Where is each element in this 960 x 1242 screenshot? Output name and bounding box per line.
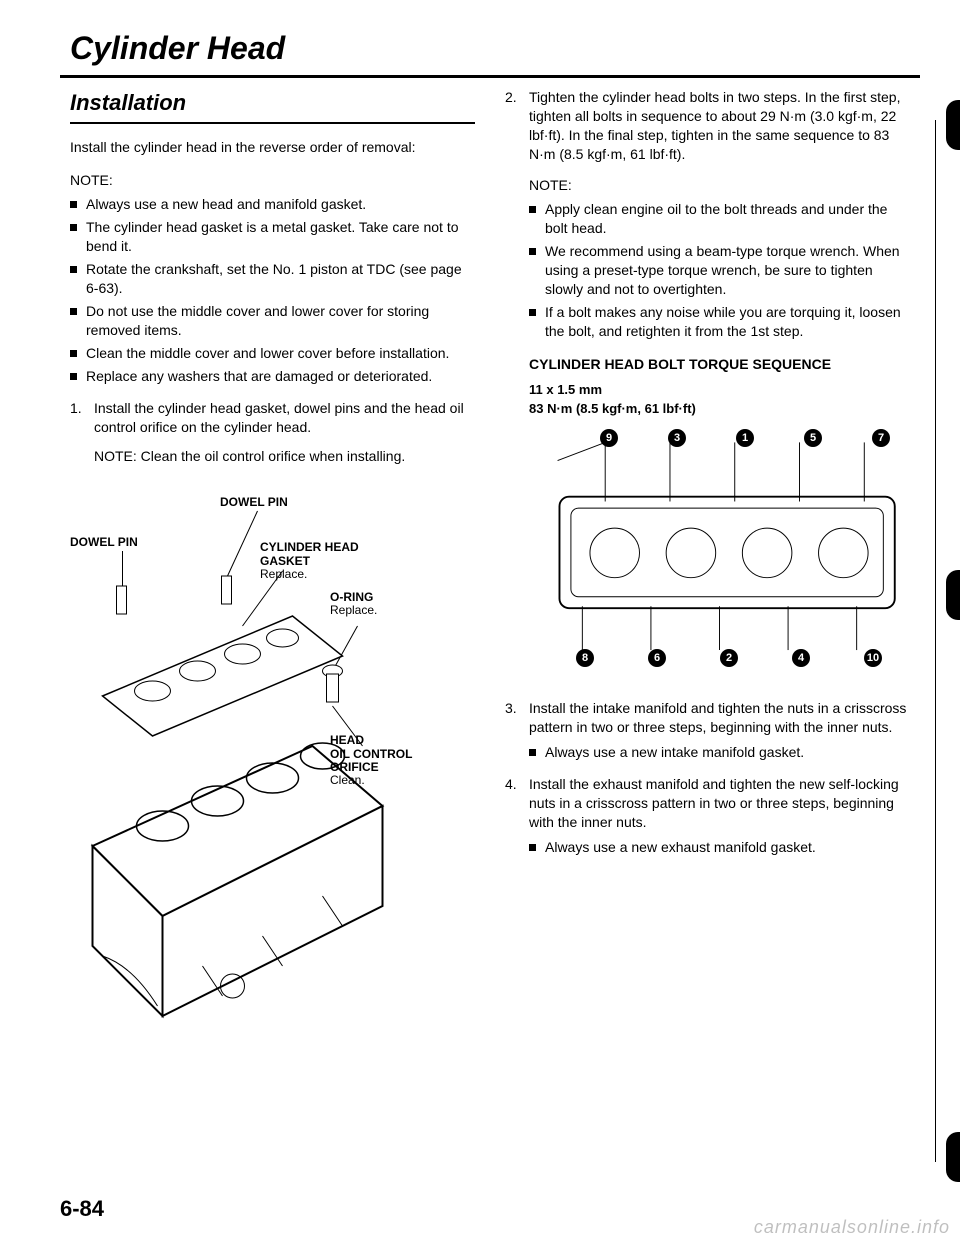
note-item: The cylinder head gasket is a metal gask… [70, 218, 475, 256]
torque-spec-2: 83 N·m (8.5 kgf·m, 61 lbf·ft) [529, 401, 910, 417]
page-number: 6-84 [60, 1196, 104, 1222]
step-1: Install the cylinder head gasket, dowel … [70, 399, 475, 466]
torque-heading: CYLINDER HEAD BOLT TORQUE SEQUENCE [529, 355, 910, 374]
note-label: NOTE: [70, 171, 475, 190]
note-item: Apply clean engine oil to the bolt threa… [529, 200, 910, 238]
bolt-num: 1 [736, 429, 754, 447]
step-2-notes: Apply clean engine oil to the bolt threa… [529, 200, 910, 340]
left-column: Installation Install the cylinder head i… [70, 88, 475, 1036]
bolt-num: 7 [872, 429, 890, 447]
label-gasket-title: CYLINDER HEAD GASKET [260, 540, 359, 567]
bolt-num: 8 [576, 649, 594, 667]
note-list: Always use a new head and manifold gaske… [70, 195, 475, 385]
label-oring: O-RING Replace. [330, 591, 377, 617]
right-margin-line [934, 120, 936, 1162]
step-1-note: NOTE: Clean the oil control orifice when… [94, 447, 475, 466]
step-2: Tighten the cylinder head bolts in two s… [505, 88, 910, 681]
label-orifice: HEAD OIL CONTROL ORIFICE Clean. [330, 721, 412, 800]
step-2-note-label: NOTE: [529, 176, 910, 195]
step-1-note-text: Clean the oil control orifice when insta… [141, 448, 406, 464]
watermark: carmanualsonline.info [754, 1217, 950, 1238]
right-column: Tighten the cylinder head bolts in two s… [505, 88, 910, 1036]
side-tabs [940, 100, 960, 1182]
side-tab-icon [946, 570, 960, 620]
torque-spec-1: 11 x 1.5 mm [529, 382, 910, 398]
step-3: Install the intake manifold and tighten … [505, 699, 910, 762]
exploded-figure: DOWEL PIN DOWEL PIN CYLINDER HEAD GASKET… [70, 496, 475, 1036]
intro-text: Install the cylinder head in the reverse… [70, 138, 475, 157]
step-list-left: Install the cylinder head gasket, dowel … [70, 399, 475, 466]
note-item: Replace any washers that are damaged or … [70, 367, 475, 386]
side-tab-icon [946, 100, 960, 150]
side-tab-icon [946, 1132, 960, 1182]
step-1-text: Install the cylinder head gasket, dowel … [94, 400, 464, 435]
note-item: If a bolt makes any noise while you are … [529, 303, 910, 341]
step-3-notes: Always use a new intake manifold gasket. [529, 743, 910, 762]
label-dowel-pin-left: DOWEL PIN [70, 536, 138, 549]
step-2-text: Tighten the cylinder head bolts in two s… [529, 89, 900, 162]
title-rule [60, 75, 920, 78]
section-title: Installation [70, 88, 475, 124]
torque-svg [529, 421, 910, 681]
note-item: Do not use the middle cover and lower co… [70, 302, 475, 340]
bolt-num: 9 [600, 429, 618, 447]
label-dowel-pin-top: DOWEL PIN [220, 496, 288, 509]
bolt-num: 3 [668, 429, 686, 447]
bolt-num: 4 [792, 649, 810, 667]
bolt-num: 6 [648, 649, 666, 667]
bolt-num: 5 [804, 429, 822, 447]
step-4-notes: Always use a new exhaust manifold gasket… [529, 838, 910, 857]
step-list-right: Tighten the cylinder head bolts in two s… [505, 88, 910, 857]
label-gasket: CYLINDER HEAD GASKET Replace. [260, 528, 359, 594]
note-item: Clean the middle cover and lower cover b… [70, 344, 475, 363]
label-oring-title: O-RING [330, 590, 373, 604]
note-item: Always use a new head and manifold gaske… [70, 195, 475, 214]
note-item: We recommend using a beam-type torque wr… [529, 242, 910, 299]
note-item: Always use a new exhaust manifold gasket… [529, 838, 910, 857]
step-4-text: Install the exhaust manifold and tighten… [529, 776, 899, 830]
label-gasket-sub: Replace. [260, 568, 359, 581]
note-prefix: NOTE: [94, 448, 137, 464]
bolt-num: 2 [720, 649, 738, 667]
note-item: Always use a new intake manifold gasket. [529, 743, 910, 762]
label-oring-sub: Replace. [330, 604, 377, 617]
step-4: Install the exhaust manifold and tighten… [505, 775, 910, 857]
step-3-text: Install the intake manifold and tighten … [529, 700, 906, 735]
two-column-layout: Installation Install the cylinder head i… [60, 88, 920, 1036]
manual-page: Cylinder Head Installation Install the c… [60, 30, 920, 1202]
note-item: Rotate the crankshaft, set the No. 1 pis… [70, 260, 475, 298]
label-orifice-title: HEAD OIL CONTROL ORIFICE [330, 733, 412, 773]
torque-diagram: 9 3 1 5 7 8 6 2 4 10 [529, 421, 910, 681]
label-orifice-sub: Clean. [330, 774, 412, 787]
page-title: Cylinder Head [60, 30, 920, 67]
bolt-num: 10 [864, 649, 882, 667]
